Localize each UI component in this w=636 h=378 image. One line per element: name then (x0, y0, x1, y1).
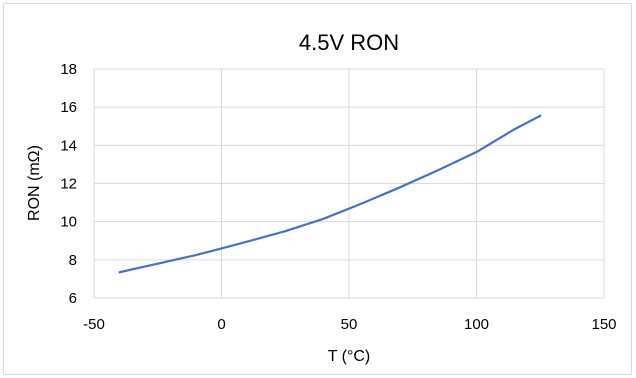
x-tick-label: 100 (464, 316, 489, 333)
x-tick-label: -50 (83, 316, 105, 333)
chart-title: 4.5V RON (299, 30, 399, 55)
gridlines (93, 68, 605, 299)
y-tick-label: 10 (60, 214, 77, 231)
y-tick-label: 8 (69, 252, 77, 269)
series-layer (118, 114, 542, 274)
series-line (118, 114, 542, 274)
y-tick-label: 14 (60, 137, 77, 154)
chart-frame (3, 3, 632, 375)
y-tick-label: 18 (60, 61, 77, 78)
x-tick-label: 0 (217, 316, 225, 333)
y-tick-label: 16 (60, 99, 77, 116)
y-axis-title: RON (mΩ) (26, 145, 43, 221)
x-tick-label: 150 (591, 316, 616, 333)
x-tick-labels: -50 0 50 100 150 (83, 316, 616, 333)
x-tick-label: 50 (341, 316, 358, 333)
x-axis-title: T (°C) (328, 348, 371, 365)
y-tick-labels: 6 8 10 12 14 16 18 (60, 61, 77, 307)
y-tick-label: 12 (60, 176, 77, 193)
y-tick-label: 6 (69, 290, 77, 307)
